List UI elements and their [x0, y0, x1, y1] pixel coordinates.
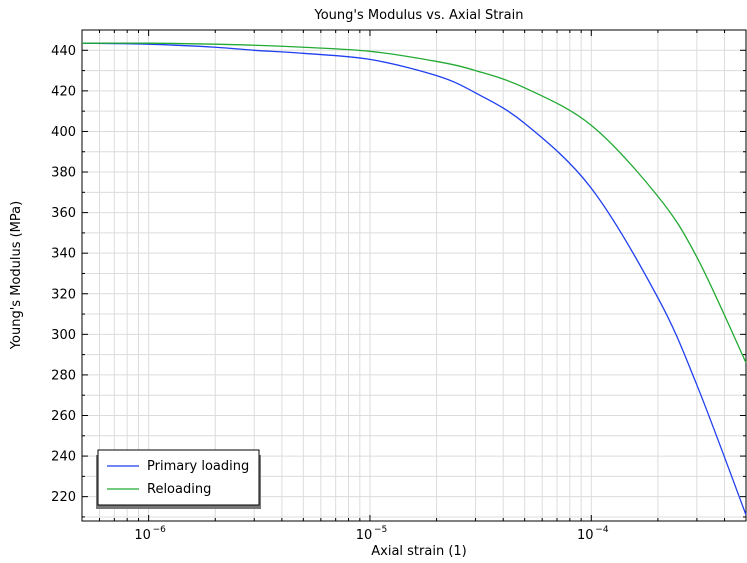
y-tick-label: 300 — [51, 328, 76, 343]
grid — [81, 29, 747, 521]
y-tick-label: 240 — [51, 450, 76, 465]
legend: Primary loading Reloading — [96, 449, 261, 509]
x-tick-exponent: −5 — [374, 525, 387, 535]
y-tick-label: 400 — [51, 125, 76, 140]
legend-label-reloading: Reloading — [147, 482, 211, 497]
plot-frame — [81, 29, 747, 522]
x-tick-exponent: −4 — [595, 525, 609, 535]
legend-label-primary: Primary loading — [147, 459, 249, 474]
x-tick-label: 10 — [577, 528, 594, 543]
x-tick-label: 10 — [356, 528, 373, 543]
y-tick-label: 340 — [51, 247, 76, 262]
y-tick-label: 320 — [51, 287, 76, 302]
y-axis-label: Young's Modulus (MPa) — [9, 201, 24, 350]
legend-box — [97, 449, 260, 506]
series-line-0 — [81, 42, 747, 516]
y-tick-label: 280 — [51, 368, 76, 383]
y-tick-label: 440 — [51, 44, 76, 59]
series-line-1 — [81, 42, 747, 364]
y-tick-label: 380 — [51, 166, 76, 181]
x-axis-label: Axial strain (1) — [371, 544, 467, 559]
y-tick-label: 360 — [51, 206, 76, 221]
y-tick-label: 420 — [51, 84, 76, 99]
x-tick-label: 10 — [134, 528, 151, 543]
series-lines — [81, 42, 747, 516]
chart-title: Young's Modulus vs. Axial Strain — [314, 8, 524, 23]
y-tick-label: 260 — [51, 409, 76, 424]
x-tick-exponent: −6 — [153, 525, 167, 535]
y-tick-label: 220 — [51, 490, 76, 505]
